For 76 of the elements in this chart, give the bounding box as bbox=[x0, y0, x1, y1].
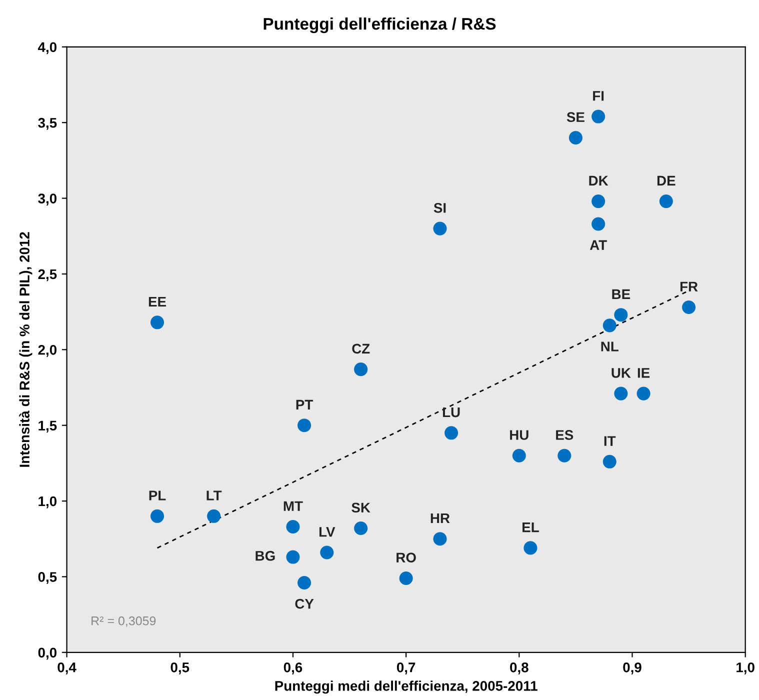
point bbox=[433, 532, 447, 546]
annotation: PL bbox=[149, 490, 166, 500]
y-tick-label: 0,5 bbox=[38, 572, 57, 584]
point bbox=[286, 550, 300, 564]
point bbox=[444, 426, 458, 440]
point bbox=[512, 448, 526, 462]
annotation: LT bbox=[206, 490, 222, 500]
annotation: SK bbox=[352, 502, 370, 513]
point bbox=[286, 520, 300, 534]
point bbox=[568, 130, 582, 144]
point bbox=[298, 576, 312, 590]
annotation: SE bbox=[566, 112, 584, 122]
point bbox=[558, 448, 572, 462]
annotation: FR bbox=[680, 282, 698, 292]
annotation: UK bbox=[612, 368, 631, 378]
annotation: LV bbox=[319, 527, 336, 537]
x-tick-label: 1,0 bbox=[736, 662, 754, 674]
annotation: HU bbox=[510, 430, 528, 440]
annotation: FI bbox=[593, 91, 604, 101]
annotation: ES bbox=[556, 430, 574, 440]
annotation: HR bbox=[430, 513, 450, 524]
annotation: BG bbox=[256, 550, 275, 561]
annotation: CY bbox=[295, 598, 314, 609]
annotation: MT bbox=[284, 501, 303, 511]
annotation: IT bbox=[604, 436, 616, 446]
annotation: SI bbox=[434, 203, 446, 213]
point bbox=[150, 509, 164, 523]
point bbox=[602, 318, 616, 332]
annotation: BE bbox=[612, 289, 630, 299]
y-tick-label: 2,0 bbox=[38, 344, 56, 357]
point bbox=[614, 308, 628, 322]
point bbox=[399, 571, 413, 585]
point bbox=[354, 522, 368, 536]
y-tick-label: 3,0 bbox=[38, 194, 56, 206]
point bbox=[298, 418, 312, 432]
x-tick-label: 0,5 bbox=[170, 662, 190, 674]
point bbox=[682, 300, 696, 314]
point bbox=[614, 386, 628, 400]
x-axis-title: Punteggi medi dell'efficienza, 2005-2011 bbox=[275, 680, 538, 694]
point bbox=[524, 541, 538, 555]
annotation: R² = 0,3059 bbox=[92, 616, 156, 627]
point bbox=[433, 222, 447, 236]
y-tick-label: 1,0 bbox=[38, 496, 56, 508]
point bbox=[592, 194, 606, 208]
y-tick-label: 4,0 bbox=[38, 42, 56, 54]
annotation: EE bbox=[148, 296, 166, 307]
annotation: NL bbox=[601, 342, 618, 352]
x-tick-label: 0,8 bbox=[510, 662, 528, 674]
point bbox=[592, 217, 606, 231]
x-tick-label: 0,4 bbox=[58, 662, 76, 674]
annotation: IE bbox=[638, 368, 650, 378]
point bbox=[354, 362, 368, 376]
annotation: AT bbox=[590, 240, 607, 250]
x-tick-label: 0,9 bbox=[623, 662, 642, 674]
y-tick-label: 0,0 bbox=[38, 648, 56, 660]
x-tick-label: 0,6 bbox=[284, 662, 302, 674]
annotation: PT bbox=[296, 400, 314, 410]
chart-title: Punteggi dell'efficienza / R&S bbox=[264, 18, 496, 34]
annotation: EL bbox=[522, 522, 539, 532]
annotation: RO bbox=[396, 552, 416, 563]
y-axis-title: Intensità di R&S (in % del PIL), 2012 bbox=[19, 232, 32, 467]
point bbox=[659, 194, 673, 208]
point bbox=[207, 509, 221, 523]
y-tick-label: 1,5 bbox=[38, 420, 57, 433]
y-tick-label: 3,5 bbox=[38, 118, 57, 130]
y-tick-label: 2,5 bbox=[38, 269, 57, 282]
annotation: LU bbox=[442, 408, 460, 418]
point bbox=[602, 454, 616, 468]
point bbox=[150, 316, 164, 330]
point bbox=[320, 546, 334, 560]
x-tick-label: 0,7 bbox=[396, 662, 416, 674]
point bbox=[592, 110, 606, 124]
point bbox=[636, 386, 650, 400]
annotation: DE bbox=[657, 176, 676, 186]
annotation: CZ bbox=[352, 344, 370, 354]
annotation: DK bbox=[589, 176, 608, 186]
